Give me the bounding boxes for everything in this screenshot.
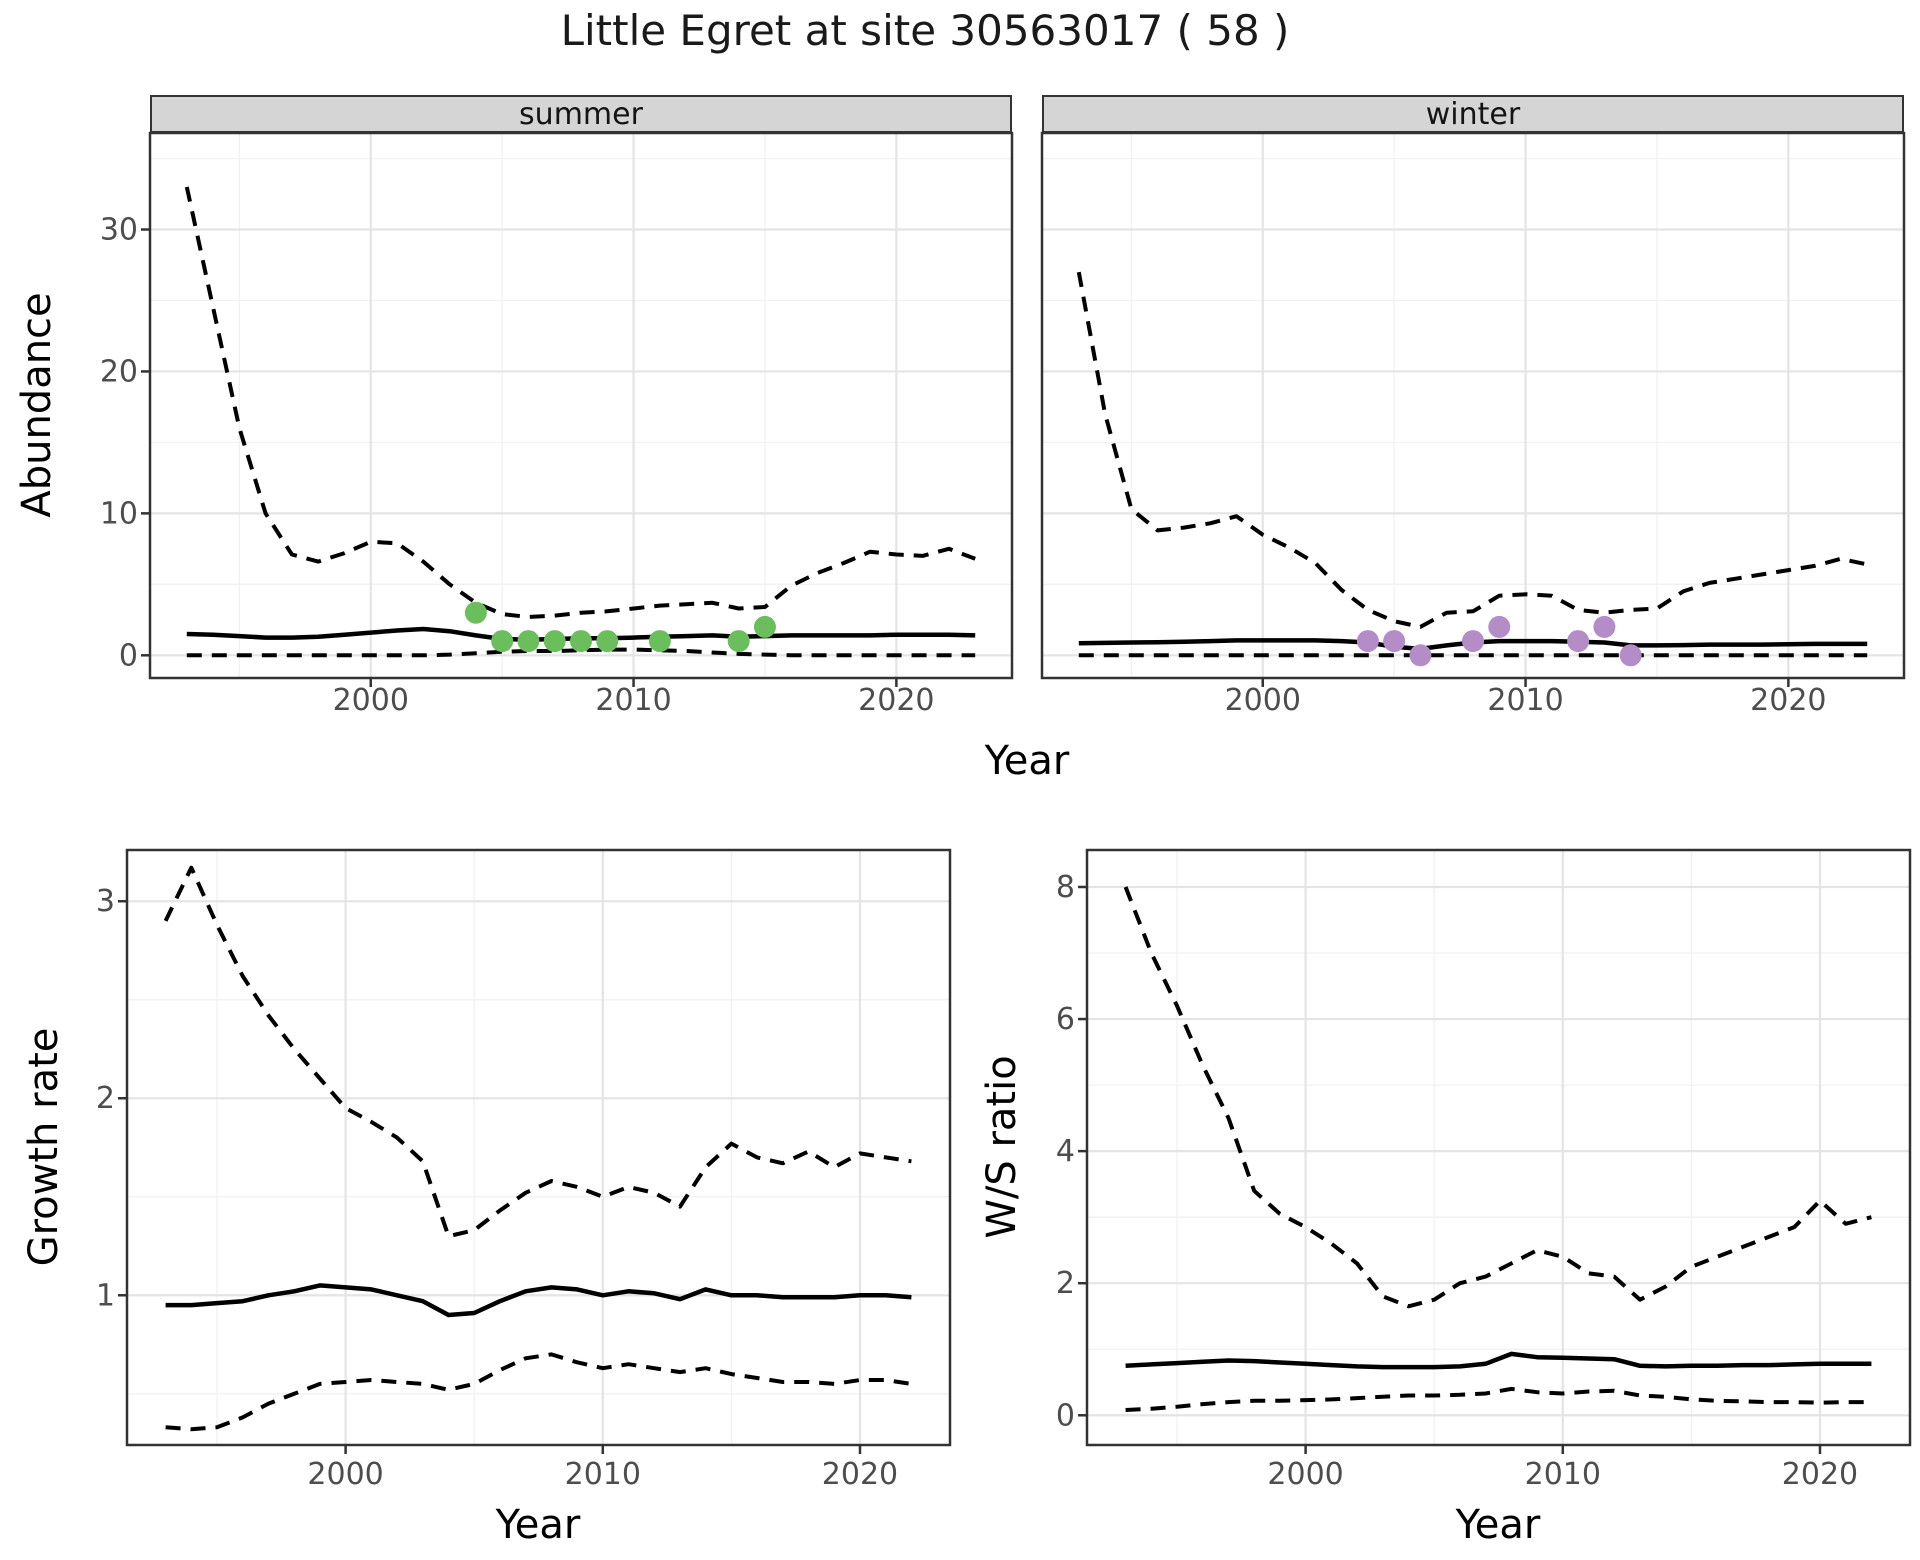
abundance-summer-panel-border — [148, 131, 1014, 680]
abundance-winter-panel-bg — [1042, 133, 1904, 678]
ws-ratio-x-tick-label: 2000 — [1267, 1457, 1343, 1492]
x-axis-title-year-growth: Year — [495, 1502, 581, 1548]
abundance-winter-data-point — [1488, 615, 1511, 638]
ws-ratio-y-tick-label: 8 — [1056, 870, 1075, 905]
abundance-summer-data-point — [648, 630, 671, 653]
abundance-winter-series-upper-95-ci — [1076, 271, 1868, 629]
growth-rate-x-tick-label: 2010 — [565, 1457, 641, 1492]
abundance-winter-x-tick-label: 2010 — [1487, 683, 1563, 718]
ws-ratio-y-tick-label: 0 — [1056, 1398, 1075, 1433]
ws-ratio-series-upper-95-ci — [1123, 886, 1872, 1309]
facet-strip-winter-label: winter — [1425, 96, 1521, 132]
abundance-winter-panel-border — [1040, 131, 1906, 680]
abundance-summer-data-point — [753, 615, 776, 638]
growth-rate-panel-bg — [127, 850, 950, 1445]
ws-ratio-y-tick-label: 6 — [1056, 1002, 1075, 1037]
abundance-winter-data-point — [1383, 630, 1406, 653]
x-axis-title-year-ws: Year — [1455, 1502, 1541, 1548]
growth-rate-series-upper-95-ci — [163, 865, 912, 1239]
abundance-winter-x-tick-label: 2020 — [1750, 683, 1826, 718]
abundance-summer-panel-bg — [150, 133, 1012, 678]
ws-ratio-panel-bg — [1087, 850, 1910, 1445]
growth-rate-panel-border — [125, 848, 952, 1447]
page-title: Little Egret at site 30563017 ( 58 ) — [560, 6, 1290, 55]
abundance-summer-data-point — [543, 630, 566, 653]
abundance-summer-y-tick-label: 10 — [100, 496, 138, 531]
abundance-winter-data-point — [1619, 644, 1642, 667]
abundance-summer-x-tick-label: 2000 — [333, 683, 409, 718]
abundance-summer-x-tick-label: 2020 — [858, 683, 934, 718]
ws-ratio-panel-border — [1085, 848, 1912, 1447]
abundance-winter-data-point — [1567, 630, 1590, 653]
x-axis-title-year-top: Year — [984, 738, 1070, 784]
ws-ratio-y-tick-label: 4 — [1056, 1134, 1075, 1169]
abundance-summer-data-point — [491, 630, 514, 653]
abundance-summer-series-lower-95-ci — [186, 647, 976, 658]
y-axis-title-ws-ratio: W/S ratio — [979, 1055, 1025, 1239]
abundance-winter-data-point — [1409, 644, 1432, 667]
growth-rate-series-lower-95-ci — [165, 1352, 912, 1432]
growth-rate-x-tick-label: 2020 — [822, 1457, 898, 1492]
abundance-winter-data-point — [1593, 615, 1616, 638]
growth-rate-series-median — [165, 1283, 912, 1318]
abundance-winter-x-tick-label: 2000 — [1225, 683, 1301, 718]
abundance-summer-data-point — [517, 630, 540, 653]
ws-ratio-x-tick-label: 2020 — [1782, 1457, 1858, 1492]
abundance-summer-series-upper-95-ci — [184, 186, 976, 619]
ws-ratio-y-tick-label: 2 — [1056, 1266, 1075, 1301]
abundance-summer-y-tick-label: 30 — [100, 213, 138, 248]
abundance-summer-data-point — [570, 630, 592, 653]
abundance-summer-data-point — [727, 630, 750, 653]
ws-ratio-series-median — [1125, 1351, 1872, 1370]
y-axis-title-growth-rate: Growth rate — [21, 1027, 67, 1267]
abundance-summer-x-tick-label: 2010 — [595, 683, 671, 718]
abundance-summer-data-point — [596, 630, 619, 653]
facet-strip-winter: winter — [1042, 95, 1904, 133]
ws-ratio-x-tick-label: 2010 — [1525, 1457, 1601, 1492]
growth-rate-y-tick-label: 3 — [96, 884, 115, 919]
y-axis-title-abundance: Abundance — [14, 292, 60, 518]
growth-rate-y-tick-label: 2 — [96, 1081, 115, 1116]
growth-rate-x-tick-label: 2000 — [307, 1457, 383, 1492]
abundance-summer-data-point — [464, 601, 487, 624]
abundance-winter-data-point — [1462, 630, 1484, 653]
growth-rate-y-tick-label: 1 — [96, 1278, 115, 1313]
facet-strip-summer: summer — [150, 95, 1012, 133]
facet-strip-summer-label: summer — [519, 96, 643, 132]
abundance-summer-y-tick-label: 20 — [100, 354, 138, 389]
abundance-winter-data-point — [1356, 630, 1379, 653]
abundance-summer-y-tick-label: 0 — [119, 638, 138, 673]
